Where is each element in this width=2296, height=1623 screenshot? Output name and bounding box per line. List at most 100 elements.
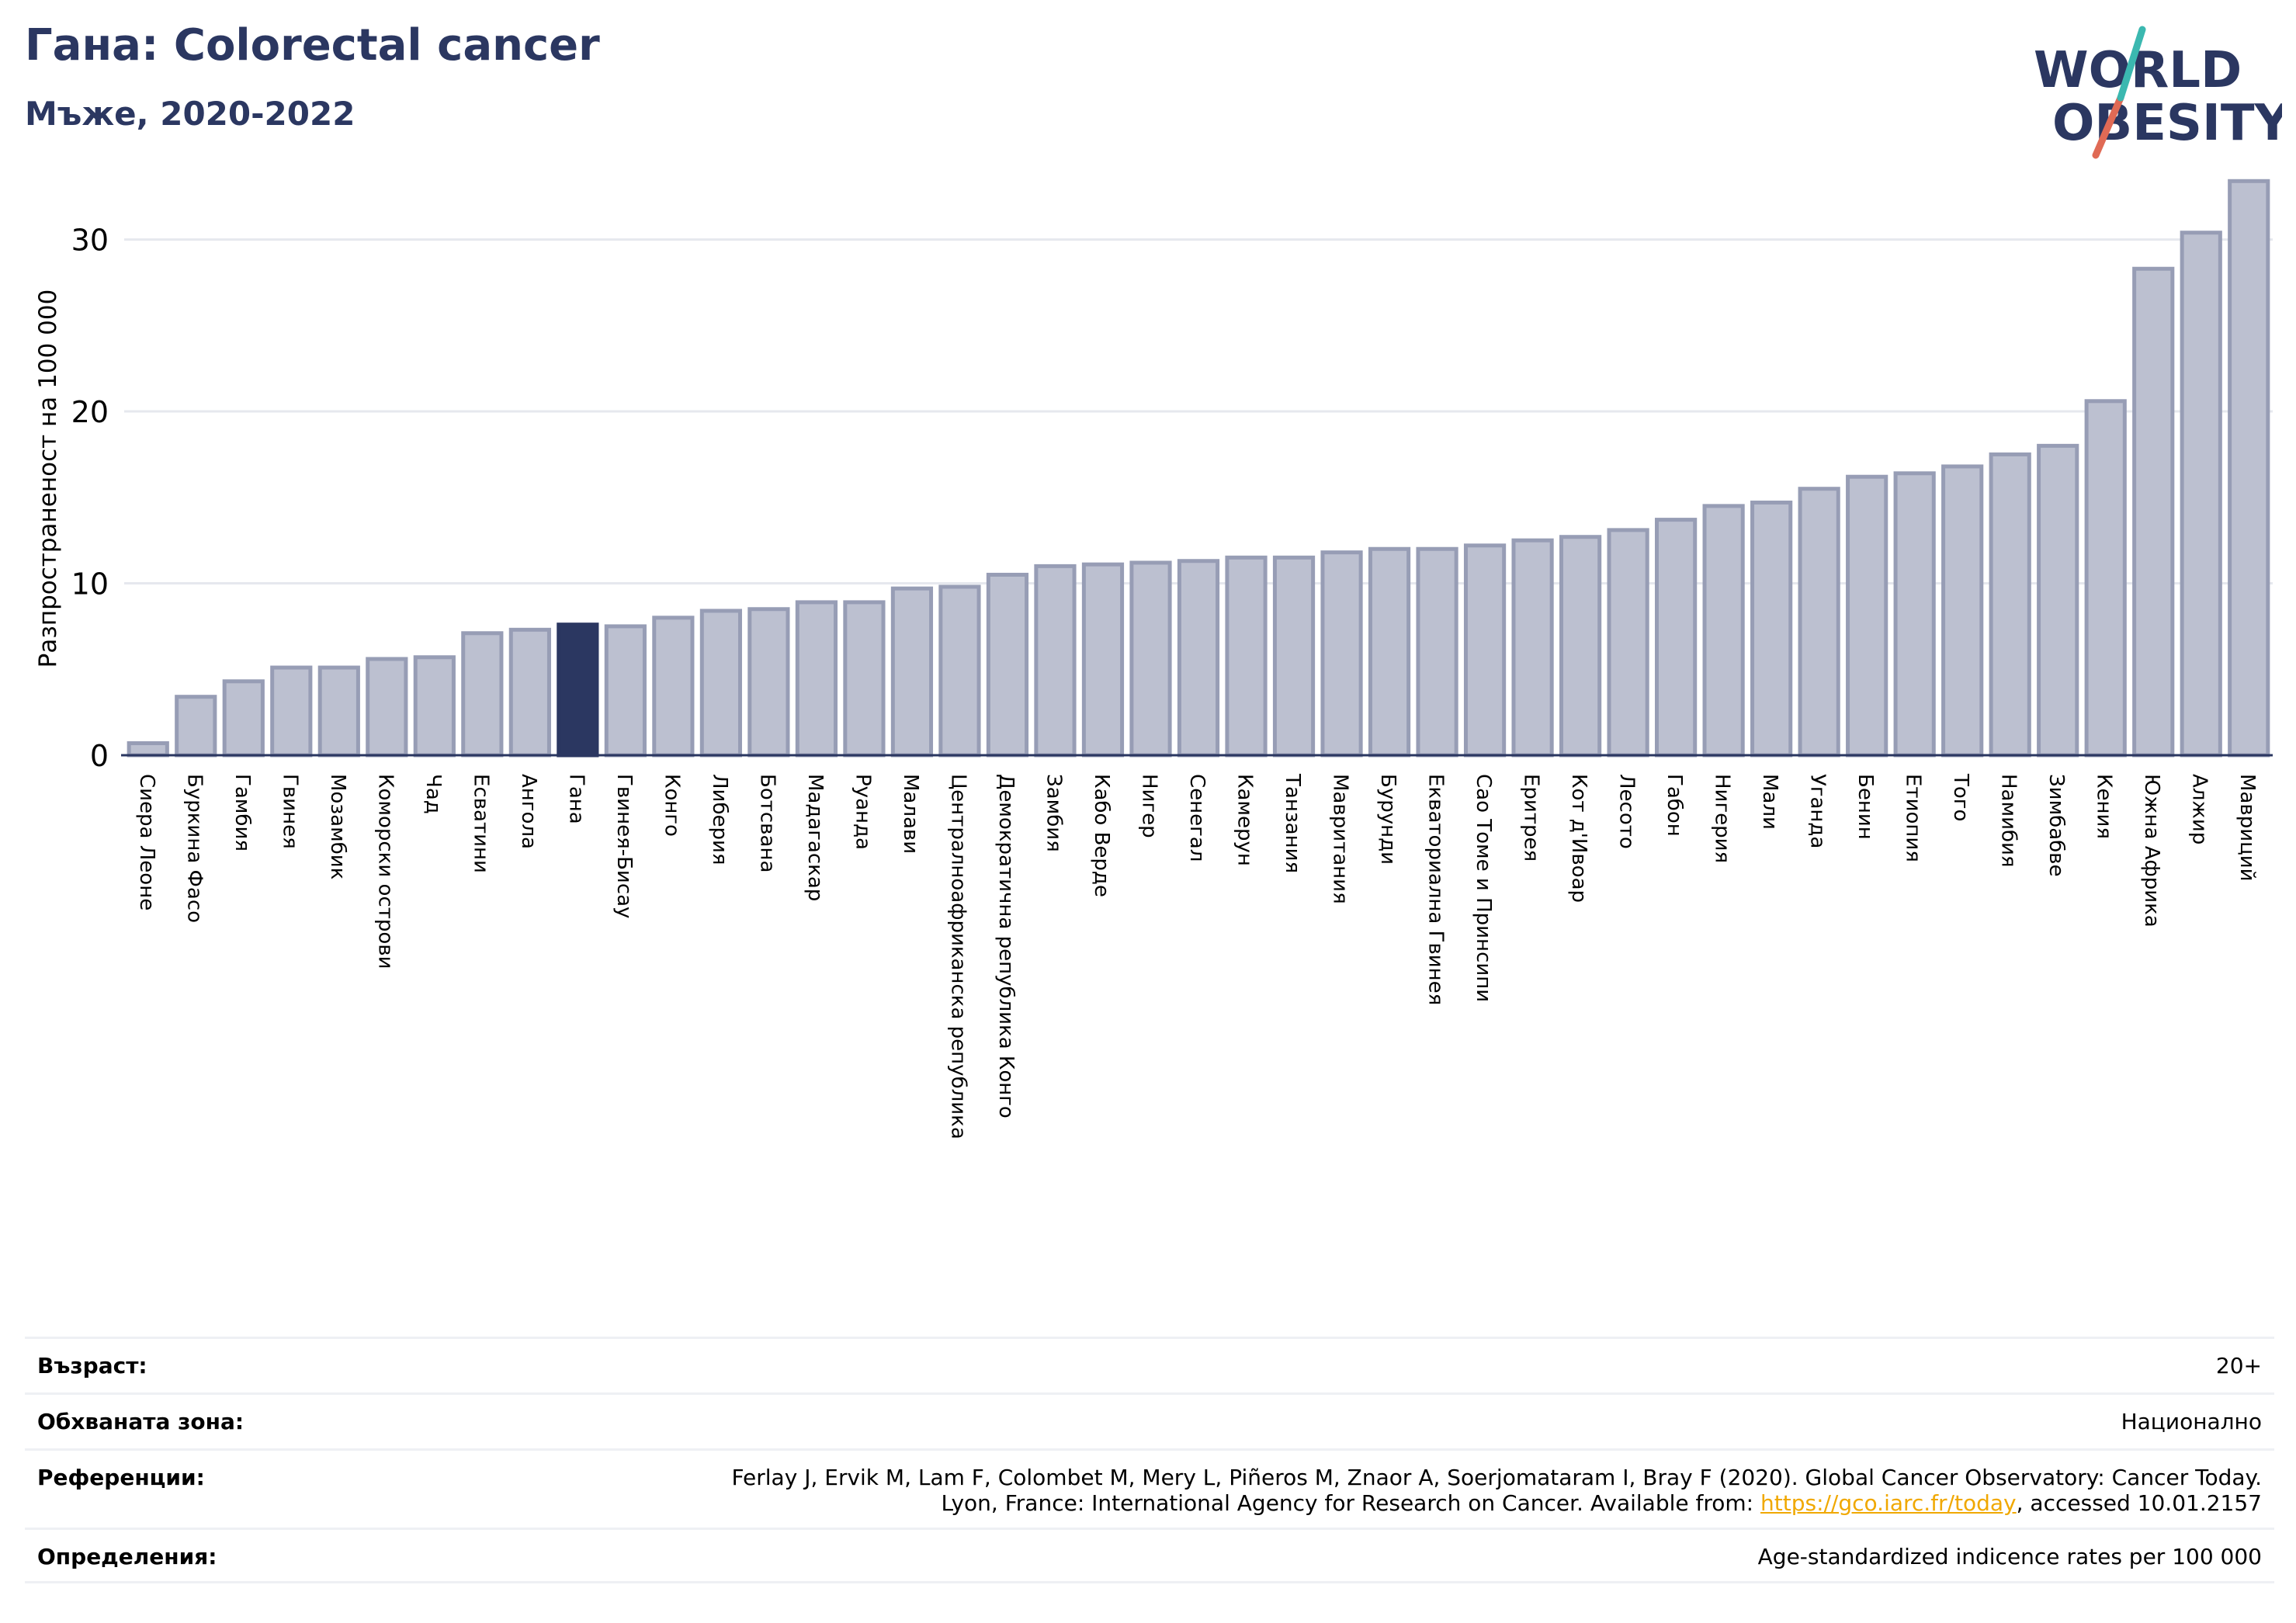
x-tick-label: Сенегал	[1185, 774, 1209, 862]
bar	[795, 600, 838, 758]
bar	[1702, 504, 1745, 758]
y-axis-label: Разпространеност на 100 000	[34, 290, 62, 668]
bar	[1607, 528, 1649, 758]
x-tick-label: Кабо Верде	[1090, 774, 1113, 897]
x-tick-label: Бурунди	[1376, 774, 1399, 865]
meta-row-references: Референции: Ferlay J, Ervik M, Lam F, Co…	[25, 1448, 2274, 1528]
bar	[1941, 464, 1984, 758]
bar	[127, 740, 169, 758]
bar	[938, 584, 981, 758]
definitions-value: Age-standardized indicence rates per 100…	[1757, 1544, 2262, 1569]
x-tick-label: Ботсвана	[755, 774, 779, 872]
bar-chart: 0 10 20 30 Разпространеност на 100 000 Сиера …	[34, 179, 2273, 1139]
bar	[366, 657, 408, 758]
metadata-table: Възраст: 20+ Обхваната зона: Национално …	[25, 1337, 2274, 1583]
bar	[1798, 487, 1840, 758]
x-tick-label: Уганда	[1806, 774, 1830, 848]
bar	[699, 609, 742, 758]
references-label: Референции:	[37, 1465, 205, 1490]
x-tick-label: Мавриций	[2235, 774, 2259, 882]
bar	[1511, 538, 1554, 758]
bar	[1177, 559, 1220, 758]
bar	[1129, 560, 1172, 758]
area-value: Национално	[2121, 1409, 2262, 1434]
bar	[413, 655, 456, 758]
x-tick-label: Мали	[1758, 774, 1781, 830]
x-tick-label: Зимбабве	[2045, 774, 2068, 877]
bar	[1989, 452, 2031, 758]
x-tick-label: Мозамбик	[326, 774, 349, 879]
bar	[270, 665, 313, 758]
x-tick-label: Камерун	[1233, 774, 1257, 866]
bar	[1655, 518, 1698, 758]
x-tick-label: Централноафриканска република	[946, 774, 969, 1139]
bar	[1463, 543, 1507, 758]
x-tick-label: Мадагаскар	[803, 774, 827, 901]
x-tick-label: Кения	[2093, 774, 2116, 839]
x-tick-label: Етиопия	[1902, 774, 1925, 862]
bar	[2084, 399, 2127, 758]
bar	[317, 665, 360, 758]
x-tick-label: Ангола	[517, 774, 540, 849]
x-tick-label: Габон	[1663, 774, 1686, 837]
bar	[652, 616, 695, 758]
reference-line-2-prefix: Lyon, France: International Agency for R…	[941, 1490, 1760, 1516]
world-obesity-logo: WORLD OBESITY	[2034, 26, 2282, 159]
x-tick-label: Гана	[564, 774, 588, 824]
y-tick-label: 0	[90, 739, 109, 773]
meta-row-definitions: Определения: Age-standardized indicence …	[25, 1528, 2274, 1583]
bar	[1893, 471, 1936, 758]
bars	[127, 179, 2270, 758]
bar	[1225, 555, 1268, 758]
x-tick-label: Нигер	[1137, 774, 1160, 838]
x-tick-label: Танзания	[1281, 773, 1304, 873]
x-tick-label: Демократична република Конго	[994, 774, 1018, 1118]
bar	[1034, 564, 1077, 758]
reference-line-2-suffix: , accessed 10.01.2157	[2016, 1490, 2262, 1516]
y-tick-label: 30	[71, 224, 109, 258]
bar	[986, 572, 1029, 758]
x-tick-label: Гвинея-Бисау	[612, 774, 636, 918]
bar	[1081, 562, 1125, 758]
logo-slash-teal	[2117, 26, 2146, 102]
area-label: Обхваната зона:	[37, 1409, 245, 1434]
bar	[1320, 550, 1363, 758]
x-tick-label: Либерия	[708, 774, 731, 865]
x-tick-label: Чад	[421, 774, 445, 814]
x-tick-label: Сиера Леоне	[135, 774, 158, 910]
x-tick-label: Южна Африка	[2140, 774, 2163, 928]
bar	[175, 695, 217, 758]
x-tick-label: Гамбия	[231, 774, 254, 851]
logo-slash-red	[2092, 94, 2124, 159]
x-tick-label: Лесото	[1615, 774, 1639, 849]
reference-line-1: Ferlay J, Ervik M, Lam F, Colombet M, Me…	[731, 1465, 2262, 1490]
x-tick-label: Екваториална Гвинея	[1424, 774, 1448, 1005]
x-tick-label: Сао Томе и Принсипи	[1472, 774, 1495, 1002]
x-tick-label: Нигерия	[1711, 774, 1734, 863]
x-tick-label: Еритрея	[1520, 774, 1543, 862]
y-tick-label: 20	[71, 395, 109, 429]
meta-row-area: Обхваната зона: Национално	[25, 1392, 2274, 1448]
bar	[1416, 546, 1458, 758]
x-tick-label: Кот д'Ивоар	[1567, 774, 1590, 903]
bar	[2228, 179, 2270, 758]
x-tick-label: Того	[1949, 773, 1972, 821]
bar	[747, 607, 790, 758]
chart-title: Гана: Colorectal cancer	[25, 20, 600, 71]
x-tick-label: Малави	[899, 774, 922, 854]
bar	[2132, 266, 2175, 758]
x-tick-label: Мавритания	[1329, 774, 1352, 904]
bar	[1272, 555, 1316, 758]
x-tick-label: Бенин	[1854, 774, 1877, 840]
reference-link[interactable]: https://gco.iarc.fr/today	[1760, 1490, 2017, 1516]
age-value: 20+	[2215, 1353, 2262, 1379]
x-tick-label: Буркина Фасо	[182, 774, 206, 923]
x-tick-label: Замбия	[1042, 774, 1065, 852]
x-tick-label: Алжир	[2188, 774, 2211, 844]
bar	[604, 624, 647, 758]
logo-line2: OBESITY	[2052, 95, 2282, 152]
meta-row-age: Възраст: 20+	[25, 1337, 2274, 1392]
x-tick-label: Руанда	[851, 774, 874, 850]
bar	[2037, 443, 2079, 758]
bar	[222, 679, 265, 758]
